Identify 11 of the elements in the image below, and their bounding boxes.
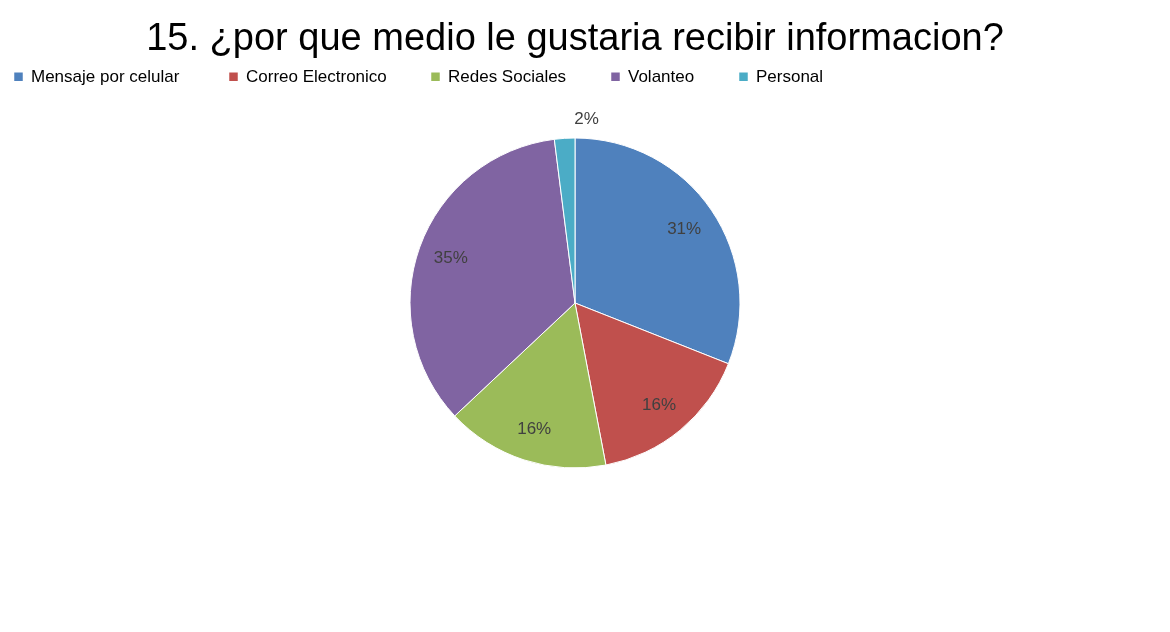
legend-label: Personal [756, 66, 824, 86]
legend-label: Volanteo [628, 66, 695, 86]
chart-title: 15. ¿por que medio le gustaria recibir informacion? [146, 16, 1004, 58]
data-label: 31% [667, 218, 702, 238]
data-label: 16% [642, 394, 677, 414]
data-label: 2% [574, 108, 599, 128]
data-label: 35% [433, 248, 468, 268]
legend-label: Mensaje por celular [31, 66, 180, 86]
legend-label: Correo Electronico [246, 66, 387, 86]
data-label: 16% [517, 418, 552, 438]
legend-label: Redes Sociales [448, 66, 567, 86]
